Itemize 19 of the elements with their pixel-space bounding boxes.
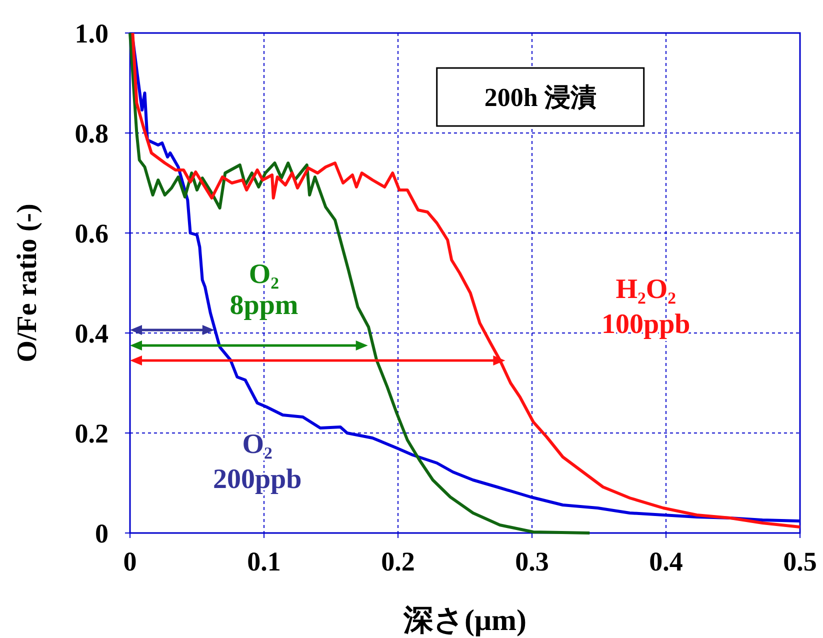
x-tick-label: 0.4 (649, 546, 683, 577)
y-tick-label: 0.4 (74, 318, 108, 348)
text: H₂O₂ 100ppb (602, 274, 690, 340)
text-box: 200h 浸漬 (436, 67, 645, 127)
x-tick-label: 0 (123, 546, 137, 577)
annotation: 200h 浸漬 (484, 83, 596, 112)
x-tick-label: 0.1 (247, 546, 281, 577)
y-tick-label: 0 (95, 518, 108, 548)
y-tick-label: 0.8 (74, 118, 108, 148)
x-tick-label: 0.5 (783, 546, 817, 577)
y-axis-title: O/Fe ratio (-) (12, 204, 43, 362)
series-label: O₂ 200ppb (212, 429, 302, 495)
y-tick-label: 0.6 (74, 218, 108, 248)
y-tick-label: 1.0 (74, 18, 108, 48)
y-tick-label: 0.2 (74, 418, 108, 448)
x-tick-label: 0.2 (381, 546, 415, 577)
x-axis-title: 深さ(μm) (402, 604, 526, 637)
series-label: O₂ 8ppm (230, 259, 298, 321)
x-tick-label: 0.3 (515, 546, 549, 577)
